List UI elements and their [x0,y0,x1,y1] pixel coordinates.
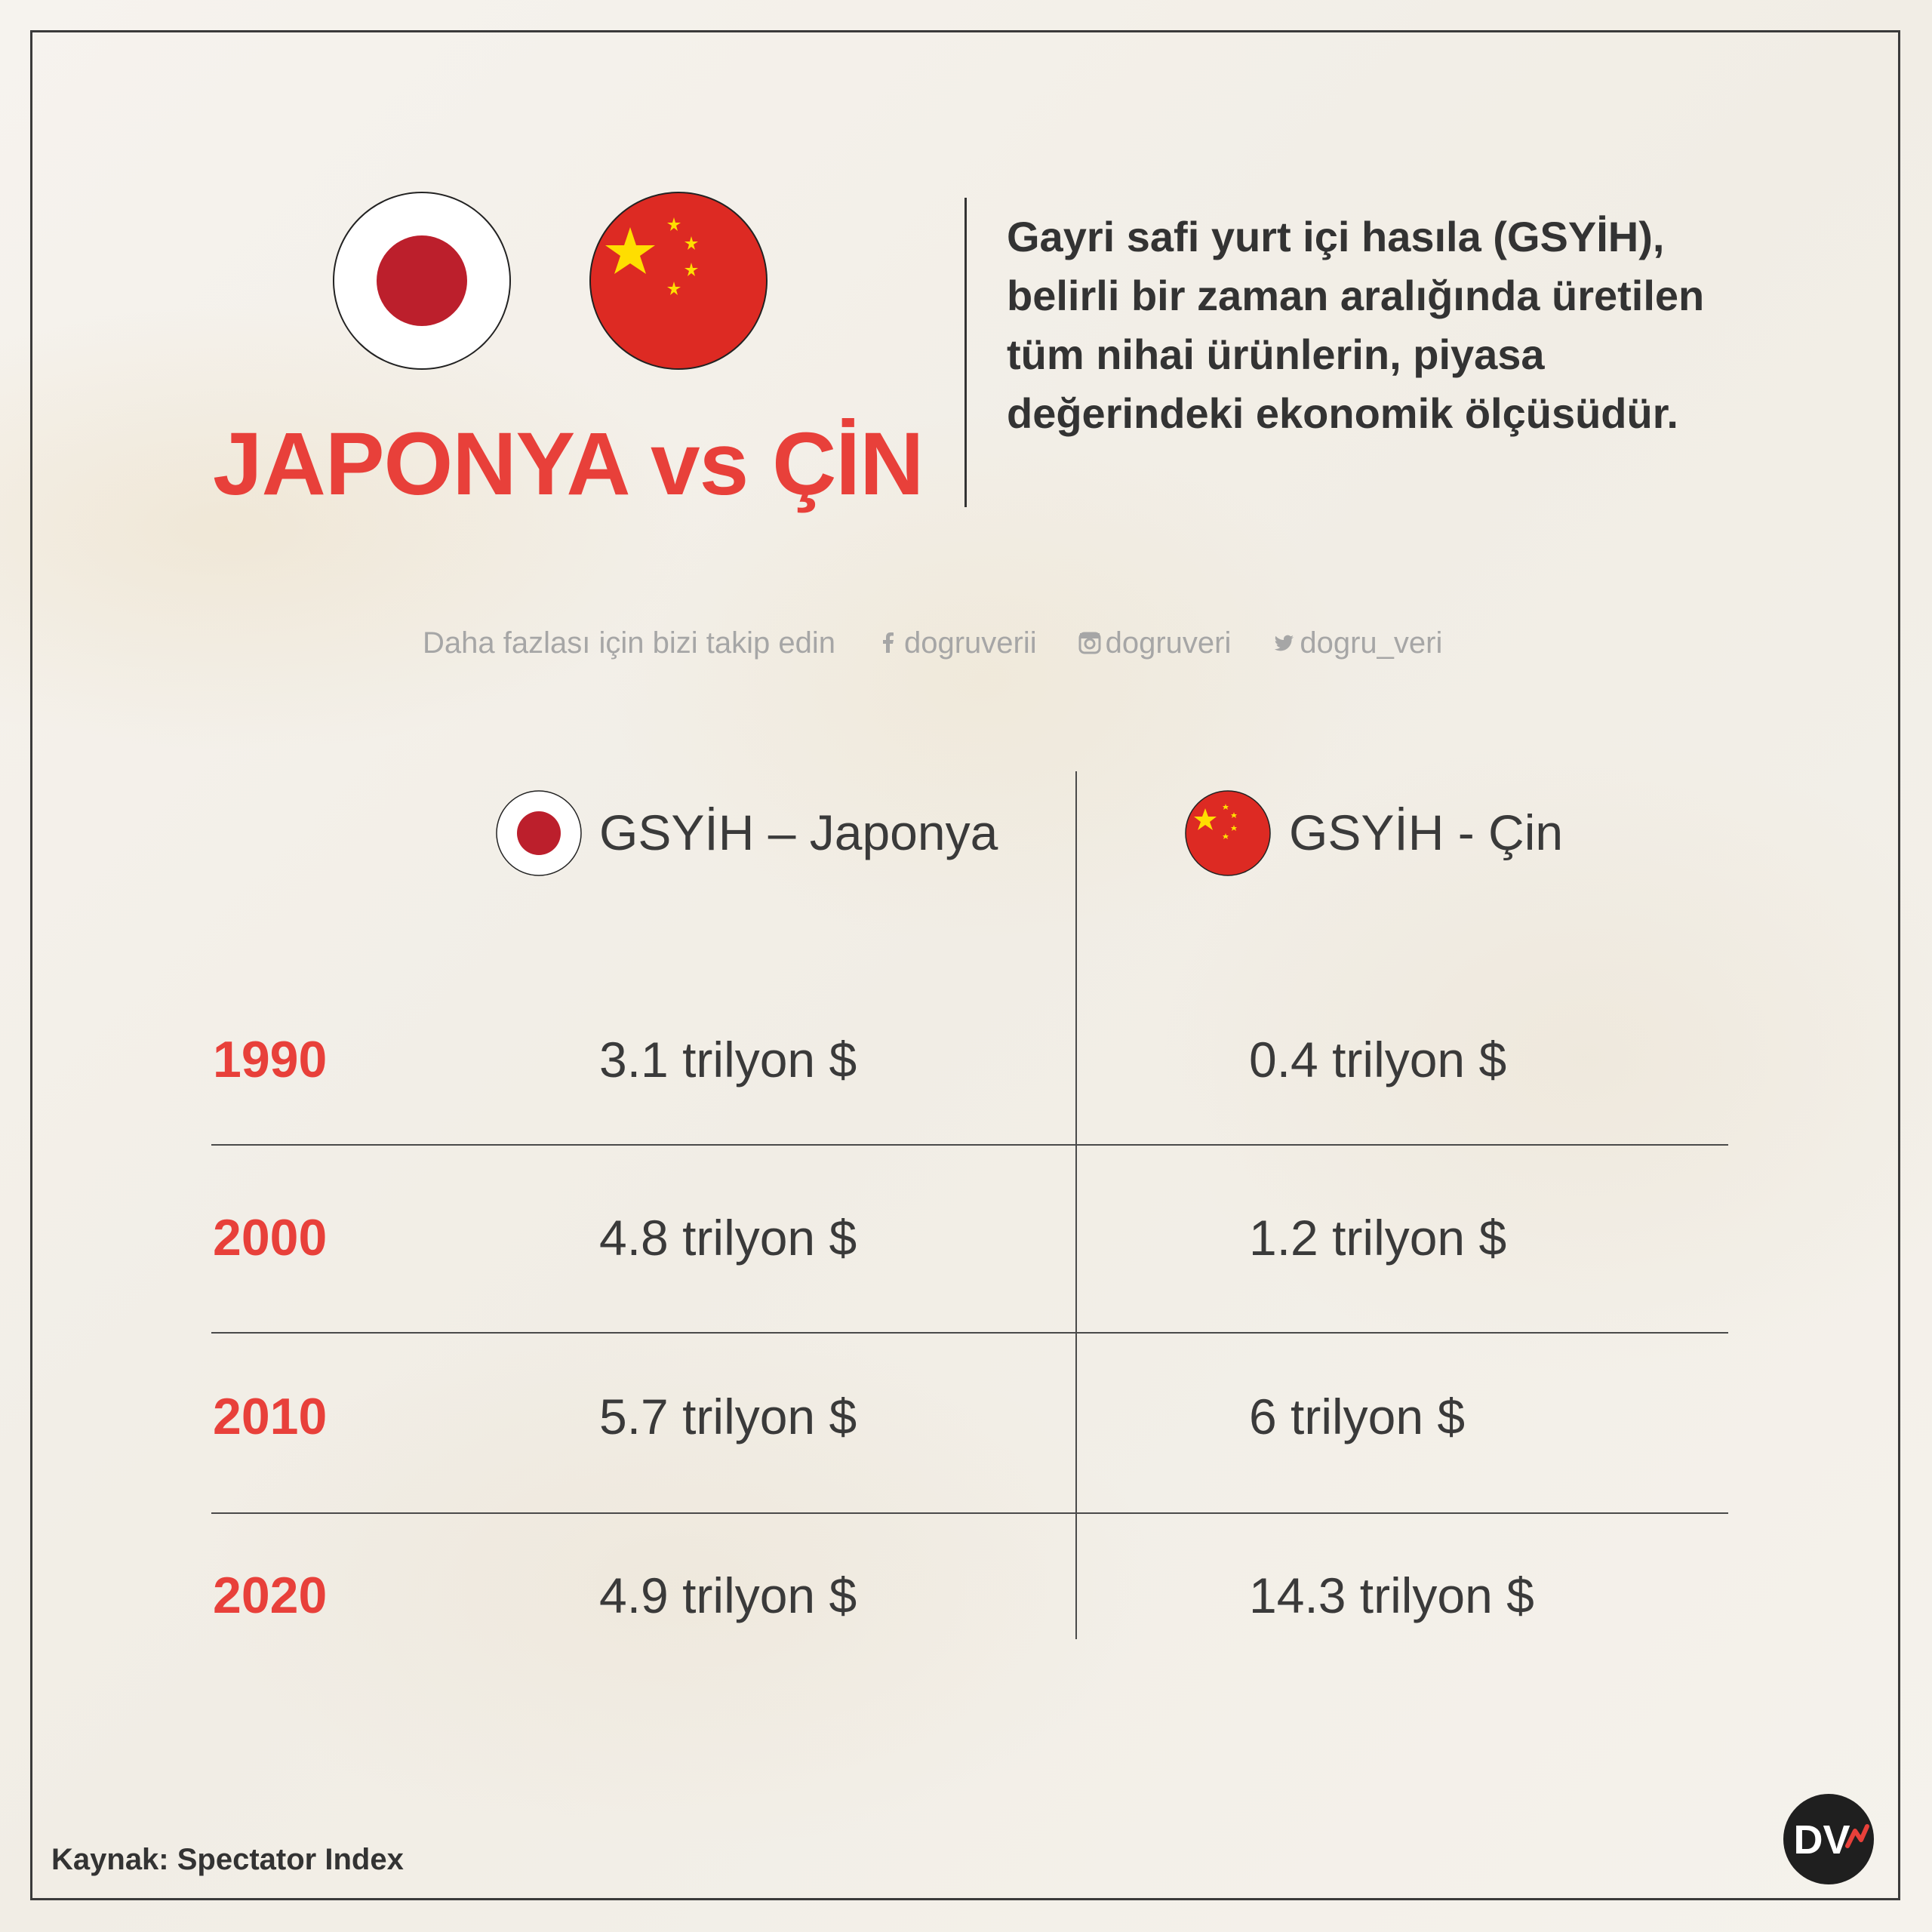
table-cell-japan: 3.1 trilyon $ [599,1032,857,1088]
header-divider [964,198,967,507]
facebook-icon [882,632,894,653]
social-instagram[interactable]: dogruveri [1078,626,1232,660]
table-row-year: 1990 [213,1031,328,1088]
table-row-divider [211,1332,1728,1334]
table-cell-japan: 5.7 trilyon $ [599,1389,857,1444]
table-cell-japan: 4.8 trilyon $ [599,1210,857,1266]
table-row-year: 2000 [213,1209,328,1266]
column-header-japan: GSYİH – Japonya [599,804,998,860]
table-cell-china: 6 trilyon $ [1249,1389,1466,1444]
table-cell-china: 14.3 trilyon $ [1249,1567,1534,1623]
page-title: JAPONYA vs ÇİN [213,414,924,514]
table-cell-china: 1.2 trilyon $ [1249,1210,1507,1266]
china-flag-icon [589,191,768,371]
table-row-divider [211,1512,1728,1514]
social-twitter[interactable]: dogru_veri [1272,626,1442,660]
facebook-handle: dogruverii [903,626,1037,660]
table-row-year: 2010 [213,1388,328,1445]
social-bar: Daha fazlası için bizi takip edin dogruv… [423,620,1442,666]
twitter-icon [1275,635,1294,651]
logo-text: DV [1793,1817,1850,1863]
table-cell-japan: 4.9 trilyon $ [599,1567,857,1623]
twitter-handle: dogru_veri [1300,626,1443,660]
source-credit: Kaynak: Spectator Index [51,1843,404,1876]
japan-flag-icon [332,191,512,371]
table-row-divider [211,1144,1728,1146]
instagram-handle: dogruveri [1105,626,1232,660]
social-facebook[interactable]: dogruverii [877,626,1037,660]
table-column-divider [1075,771,1077,1639]
japan-flag-icon [496,790,582,876]
column-header-china: GSYİH - Çin [1289,804,1564,860]
table-cell-china: 0.4 trilyon $ [1249,1032,1507,1088]
dogruveri-logo: DV [1783,1793,1875,1885]
instagram-icon [1078,632,1101,654]
table-row-year: 2020 [213,1567,328,1624]
social-intro: Daha fazlası için bizi takip edin [423,626,835,660]
gdp-description: Gayri safi yurt içi hasıla (GSYİH), beli… [1007,213,1705,437]
china-flag-icon [1185,790,1271,876]
page-border [30,30,1900,1900]
